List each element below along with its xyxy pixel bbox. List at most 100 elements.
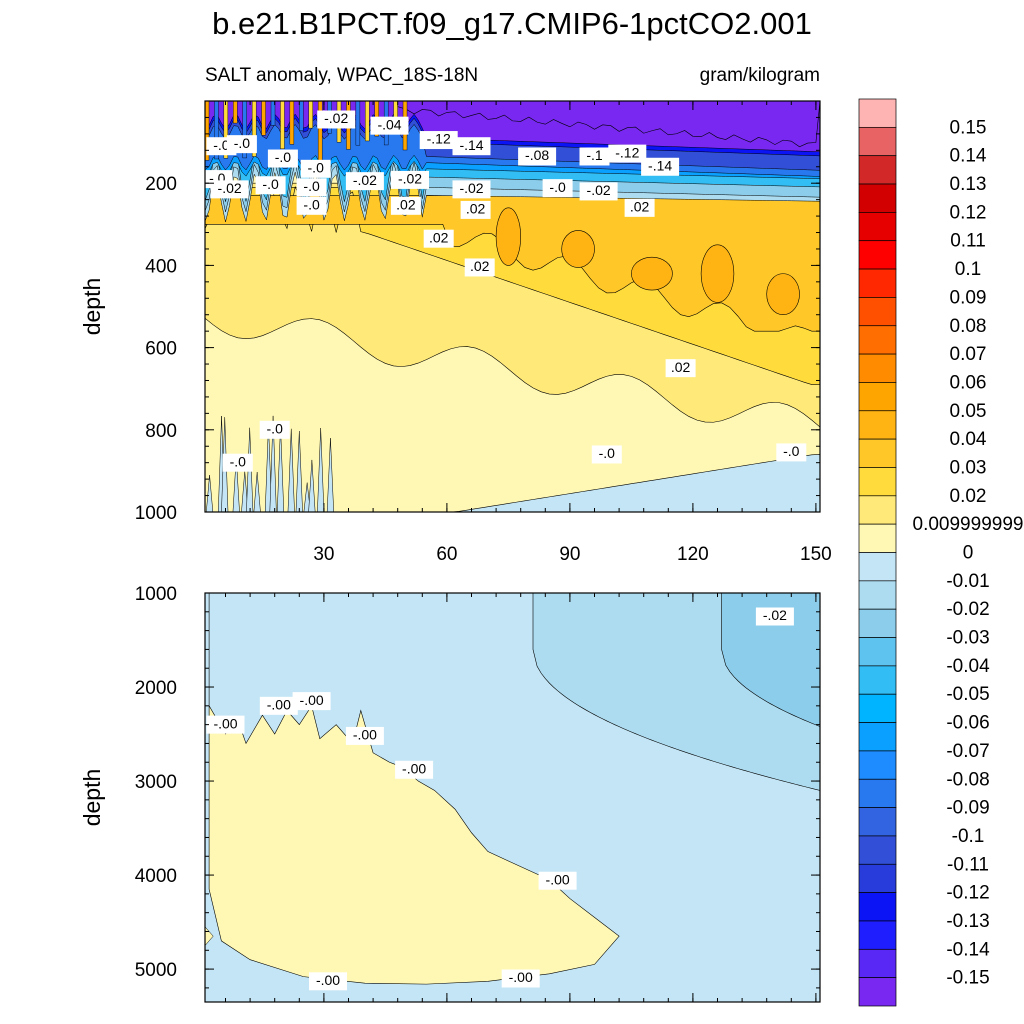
contour-label: -.00 [316, 972, 340, 988]
contour-label-bg [292, 692, 331, 711]
y-axis-label: depth [79, 278, 105, 336]
colorbar-label: 0.1 [955, 259, 981, 280]
contour-label-bg [419, 131, 458, 150]
contour-label: .02 [429, 229, 449, 245]
y-tick-label: 3000 [135, 772, 177, 793]
y-axis-label: depth [79, 769, 105, 827]
contour-label: -.0 [549, 179, 566, 195]
contour-label: -.00 [267, 697, 291, 713]
colorbar-swatch [858, 580, 897, 610]
y-tick-label: 2000 [135, 678, 177, 699]
y-tick-label: 4000 [135, 866, 177, 887]
y-tick-label: 1000 [135, 503, 177, 524]
contour-label-bg [591, 445, 622, 464]
fill-negative-0.02 [721, 593, 820, 727]
colorbar-swatch [858, 722, 897, 752]
colorbar-swatch [858, 183, 897, 213]
y-tick-label: 400 [145, 256, 177, 277]
x-tick-label: 30 [313, 544, 334, 565]
lower-panel: -.02 -.00 -.00 -.00 -.00 -.00 -.00 -.00 -.00 1000… [79, 584, 821, 1003]
contour-label: .02 [466, 201, 486, 217]
fill-negative-spike [241, 471, 249, 512]
colorbar-swatch [858, 382, 897, 412]
fill-surface-speckle [233, 101, 238, 124]
contour-label-bg [222, 453, 253, 472]
x-tick-label: 90 [559, 544, 580, 565]
contour-label-bg [259, 420, 290, 439]
colorbar-label: -0.15 [946, 968, 989, 989]
colorbar-swatch [858, 863, 897, 893]
chart-title: b.e21.B1PCT.f09_g17.CMIP6-1pctCO2.001 [212, 6, 812, 41]
contour-label: -.0 [783, 443, 800, 459]
colorbar-label: -0.13 [946, 911, 989, 932]
contour-label-bg [452, 137, 491, 156]
contour-label-bg [345, 172, 384, 191]
fill-surface-speckle [251, 101, 257, 157]
contour-label-bg [391, 170, 429, 189]
contour-label-bg [776, 443, 807, 462]
contour-label-bg [296, 178, 327, 197]
y-tick-label: 5000 [135, 960, 177, 981]
colorbar-swatch [858, 552, 897, 582]
contour-label: -.14 [459, 137, 483, 153]
contour-label: -.0 [262, 176, 279, 192]
colorbar-label: 0.15 [950, 117, 987, 138]
colorbar-label: 0.07 [950, 344, 987, 365]
colorbar-label: 0.02 [950, 486, 987, 507]
fill-negative-spike [269, 415, 277, 512]
contour-label: .02 [470, 258, 490, 274]
y-tick-label: 600 [145, 339, 177, 360]
contour-label-bg [755, 607, 794, 626]
colorbar-label: 0.04 [950, 429, 987, 450]
colorbar-swatch [858, 523, 897, 553]
contour-label-bg [452, 180, 491, 199]
colorbar-label: 0.06 [950, 372, 987, 393]
contour-label-bg [300, 159, 331, 178]
contour-label: -.0 [213, 137, 230, 153]
fill-negative-0.15 [397, 101, 820, 148]
contour-label: -.02 [324, 110, 348, 126]
fill-positive-0.04 [495, 207, 522, 266]
colorbar-swatch [858, 438, 897, 468]
colorbar-label: 0.14 [950, 146, 987, 167]
contour-label-bg [665, 359, 696, 378]
colorbar-swatch [858, 920, 897, 950]
colorbar-swatch [858, 297, 897, 327]
colorbar-label: -0.12 [946, 883, 989, 904]
contour-label-bg [255, 176, 286, 195]
colorbar-swatch [858, 693, 897, 723]
contour-label-bg [390, 196, 421, 215]
fill-surface-speckle [299, 101, 304, 131]
fill-negative-spike [303, 482, 311, 512]
y-tick-label: 800 [145, 421, 177, 442]
colorbar-swatch [858, 325, 897, 355]
colorbar-swatch [858, 835, 897, 865]
fill-negative-spike [295, 430, 303, 512]
fill-negative-spike [253, 471, 261, 512]
y-tick-label: 1000 [135, 584, 177, 605]
contour-label: -.12 [427, 131, 451, 147]
colorbar-label: 0.09 [950, 287, 987, 308]
contour-label: -.1 [586, 147, 603, 163]
y-tick-label: 200 [145, 174, 177, 195]
contour-label: -.00 [509, 969, 533, 985]
colorbar-swatch [858, 126, 897, 157]
contour-label-bg [296, 196, 327, 215]
contour-label: -.0 [267, 421, 284, 437]
fill-negative-spike [317, 427, 325, 512]
contour-label: -.02 [218, 180, 242, 196]
fill-surface-speckle [205, 101, 210, 161]
fill-negative-spike [326, 438, 334, 512]
x-tick-label: 150 [800, 544, 832, 565]
contour-label-bg [641, 157, 680, 176]
fill-positive-0.04 [766, 273, 800, 316]
fill-positive-0 [208, 593, 620, 985]
fill-surface-speckle [261, 101, 266, 136]
contour-label: .02 [671, 359, 691, 375]
plot-frame [204, 592, 821, 1003]
contour-label: -.02 [459, 180, 483, 196]
fill-surface-speckle [270, 101, 276, 126]
x-tick-label: 60 [436, 544, 457, 565]
fill-surface-speckle [289, 101, 295, 145]
chart-subtitle-units: gram/kilogram [700, 65, 820, 86]
